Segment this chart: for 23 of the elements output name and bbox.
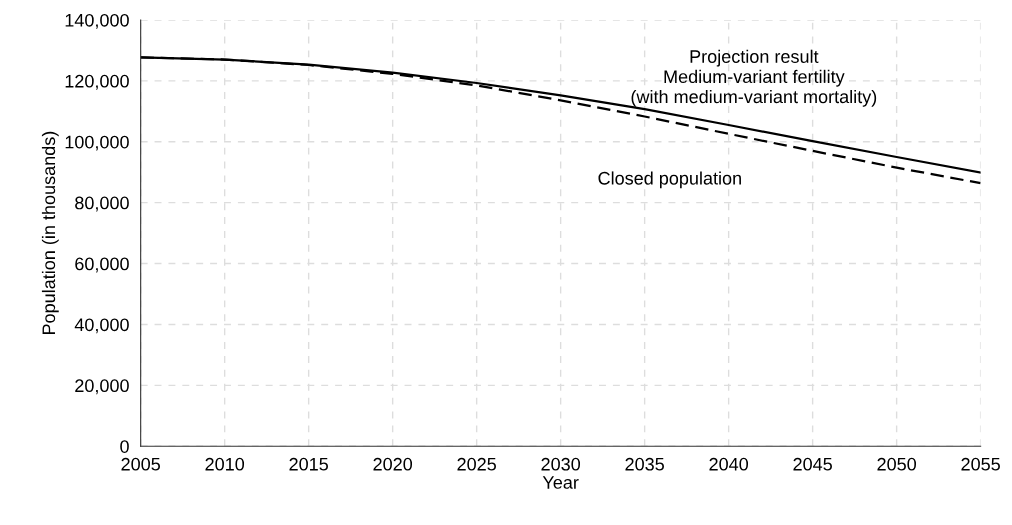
x-tick-label: 2010 (205, 457, 245, 471)
y-tick-label: 60,000 (75, 257, 129, 273)
series-label: Closed population (598, 171, 741, 189)
x-tick-label: 2030 (541, 457, 581, 471)
y-tick-label: 140,000 (65, 13, 129, 29)
y-axis-title: Population (in thousands) (41, 131, 59, 334)
y-tick-label: 40,000 (74, 318, 129, 334)
y-tick-label: 0 (120, 440, 129, 453)
series-label: Projection result Medium-variant fertility (with medium-variant mortality) (631, 49, 877, 107)
y-tick-label: 100,000 (65, 135, 129, 151)
y-tick-label: 120,000 (65, 74, 129, 90)
x-tick-label: 2055 (961, 457, 1000, 471)
x-tick-label: 2020 (373, 457, 413, 471)
x-tick-label: 2005 (121, 457, 160, 471)
x-tick-label: 2040 (709, 457, 749, 471)
x-tick-label: 2050 (877, 457, 917, 471)
y-tick-label: 80,000 (75, 196, 129, 212)
x-tick-label: 2045 (793, 457, 832, 471)
x-tick-label: 2025 (457, 457, 496, 471)
x-tick-label: 2015 (289, 457, 328, 471)
x-tick-label: 2035 (625, 457, 664, 471)
x-axis-title: Year (542, 476, 579, 489)
y-tick-label: 20,000 (75, 379, 129, 395)
